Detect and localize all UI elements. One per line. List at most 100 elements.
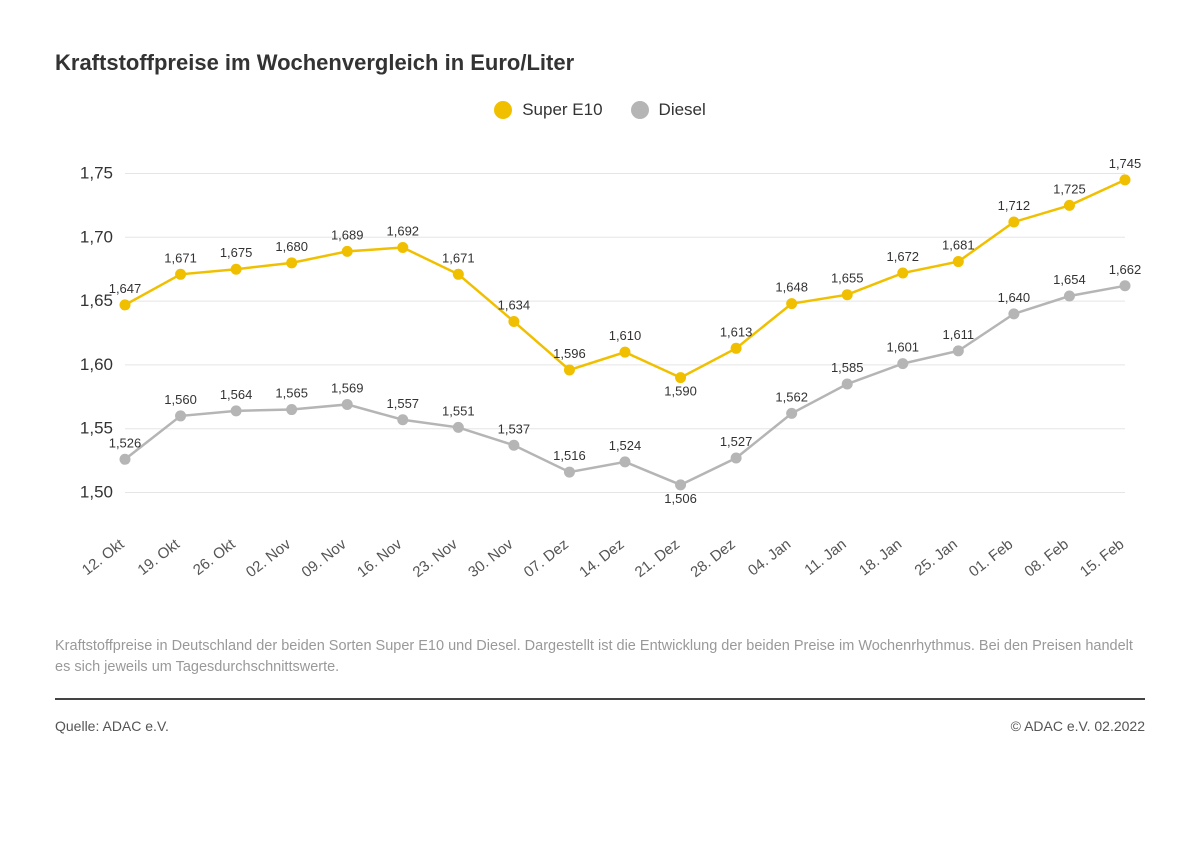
data-label: 1,671 bbox=[164, 250, 197, 265]
data-label: 1,590 bbox=[664, 384, 697, 399]
legend-item-super-e10: Super E10 bbox=[494, 100, 602, 120]
data-marker bbox=[286, 257, 297, 268]
data-label: 1,672 bbox=[887, 249, 920, 264]
data-marker bbox=[1008, 308, 1019, 319]
x-axis-label: 18. Jan bbox=[856, 536, 905, 580]
data-label: 1,562 bbox=[775, 389, 808, 404]
data-label: 1,537 bbox=[498, 421, 531, 436]
data-marker bbox=[620, 456, 631, 467]
data-label: 1,557 bbox=[387, 396, 420, 411]
x-axis-label: 01. Feb bbox=[966, 536, 1017, 581]
data-label: 1,601 bbox=[887, 340, 920, 355]
data-marker bbox=[675, 372, 686, 383]
data-marker bbox=[453, 269, 464, 280]
data-marker bbox=[953, 345, 964, 356]
data-label: 1,610 bbox=[609, 328, 642, 343]
data-marker bbox=[620, 347, 631, 358]
data-label: 1,613 bbox=[720, 324, 753, 339]
data-marker bbox=[786, 298, 797, 309]
data-label: 1,745 bbox=[1109, 156, 1142, 171]
x-axis-label: 08. Feb bbox=[1021, 536, 1072, 581]
data-marker bbox=[342, 399, 353, 410]
x-axis-label: 15. Feb bbox=[1077, 536, 1128, 581]
footer-divider bbox=[55, 698, 1145, 700]
footer: Quelle: ADAC e.V. © ADAC e.V. 02.2022 bbox=[55, 718, 1145, 734]
data-label: 1,611 bbox=[943, 327, 975, 342]
data-label: 1,671 bbox=[442, 250, 475, 265]
data-label: 1,526 bbox=[109, 435, 142, 450]
data-marker bbox=[120, 299, 131, 310]
data-label: 1,692 bbox=[387, 224, 420, 239]
x-axis-label: 04. Jan bbox=[745, 536, 794, 580]
data-marker bbox=[508, 316, 519, 327]
data-marker bbox=[1064, 291, 1075, 302]
data-label: 1,662 bbox=[1109, 262, 1142, 277]
data-marker bbox=[731, 343, 742, 354]
data-marker bbox=[953, 256, 964, 267]
chart-svg: 1,501,551,601,651,701,7512. Okt19. Okt26… bbox=[55, 138, 1145, 608]
data-marker bbox=[897, 358, 908, 369]
y-axis-label: 1,50 bbox=[80, 482, 113, 501]
y-axis-label: 1,75 bbox=[80, 164, 113, 183]
data-label: 1,551 bbox=[442, 403, 475, 418]
chart-title: Kraftstoffpreise im Wochenvergleich in E… bbox=[55, 50, 1145, 76]
data-marker bbox=[842, 289, 853, 300]
x-axis-label: 23. Nov bbox=[410, 535, 462, 581]
data-label: 1,596 bbox=[553, 346, 586, 361]
data-label: 1,648 bbox=[775, 280, 808, 295]
data-label: 1,564 bbox=[220, 387, 253, 402]
x-axis-label: 02. Nov bbox=[243, 535, 295, 581]
x-axis-label: 28. Dez bbox=[687, 536, 738, 581]
data-marker bbox=[786, 408, 797, 419]
data-marker bbox=[231, 405, 242, 416]
data-marker bbox=[397, 242, 408, 253]
data-marker bbox=[564, 467, 575, 478]
x-axis-label: 21. Dez bbox=[632, 536, 683, 581]
data-marker bbox=[175, 410, 186, 421]
data-label: 1,560 bbox=[164, 392, 197, 407]
data-marker bbox=[1008, 217, 1019, 228]
data-marker bbox=[342, 246, 353, 257]
data-marker bbox=[897, 268, 908, 279]
x-axis-label: 11. Jan bbox=[801, 536, 849, 579]
data-label: 1,516 bbox=[553, 448, 586, 463]
data-label: 1,585 bbox=[831, 360, 864, 375]
data-marker bbox=[1064, 200, 1075, 211]
data-label: 1,655 bbox=[831, 271, 864, 286]
x-axis-label: 14. Dez bbox=[576, 536, 627, 581]
y-axis-label: 1,60 bbox=[80, 355, 113, 374]
legend-label-diesel: Diesel bbox=[659, 100, 706, 120]
data-marker bbox=[842, 379, 853, 390]
data-label: 1,527 bbox=[720, 434, 753, 449]
x-axis-label: 07. Dez bbox=[521, 536, 572, 581]
chart-legend: Super E10 Diesel bbox=[55, 100, 1145, 120]
legend-item-diesel: Diesel bbox=[631, 100, 706, 120]
data-marker bbox=[508, 440, 519, 451]
data-marker bbox=[675, 479, 686, 490]
data-label: 1,640 bbox=[998, 290, 1031, 305]
data-label: 1,524 bbox=[609, 438, 642, 453]
data-label: 1,675 bbox=[220, 245, 253, 260]
data-marker bbox=[1120, 280, 1131, 291]
data-label: 1,654 bbox=[1053, 272, 1086, 287]
data-marker bbox=[1120, 174, 1131, 185]
data-marker bbox=[231, 264, 242, 275]
x-axis-label: 30. Nov bbox=[465, 535, 517, 581]
legend-label-super-e10: Super E10 bbox=[522, 100, 602, 120]
data-marker bbox=[731, 453, 742, 464]
x-axis-label: 19. Okt bbox=[134, 535, 183, 579]
data-label: 1,506 bbox=[664, 491, 697, 506]
x-axis-label: 26. Okt bbox=[190, 535, 239, 579]
data-label: 1,565 bbox=[275, 386, 308, 401]
x-axis-label: 16. Nov bbox=[354, 535, 406, 581]
data-label: 1,634 bbox=[498, 298, 531, 313]
data-label: 1,712 bbox=[998, 198, 1031, 213]
data-marker bbox=[286, 404, 297, 415]
y-axis-label: 1,70 bbox=[80, 227, 113, 246]
x-axis-label: 09. Nov bbox=[298, 535, 350, 581]
data-marker bbox=[453, 422, 464, 433]
data-marker bbox=[120, 454, 131, 465]
line-chart: 1,501,551,601,651,701,7512. Okt19. Okt26… bbox=[55, 138, 1145, 608]
footer-copyright: © ADAC e.V. 02.2022 bbox=[1011, 718, 1145, 734]
data-label: 1,725 bbox=[1053, 181, 1086, 196]
